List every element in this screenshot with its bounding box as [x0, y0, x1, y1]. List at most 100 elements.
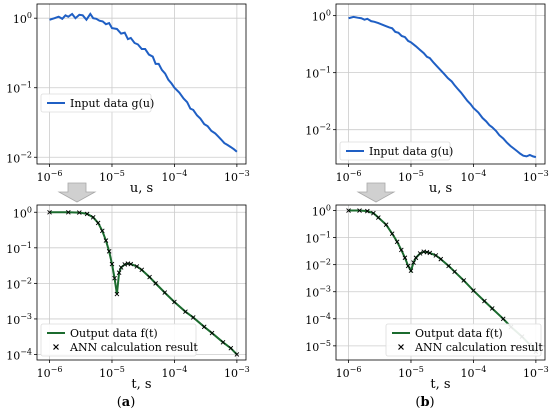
- data-point: [234, 352, 240, 357]
- y-tick-label: 10−2: [305, 258, 331, 273]
- caption-b: (b): [415, 395, 434, 410]
- legend-label: Output data f(t): [70, 327, 158, 340]
- legend-box: [339, 141, 451, 161]
- legend-label: ANN calculation result: [69, 341, 198, 354]
- y-tick-label: 10−1: [305, 231, 331, 246]
- y-tick-label: 10−5: [305, 339, 331, 354]
- data-point: [183, 309, 188, 314]
- data-point: [228, 345, 234, 351]
- legend-box: [385, 323, 542, 357]
- data-point: [389, 231, 395, 236]
- legend: Output data f(t)ANN calculation result: [40, 323, 198, 357]
- x-axis-label: t, s: [430, 377, 450, 392]
- chart-a-bottom: 10−6 10−5 10−4 10−3 10−4 10−3 10−2 10−1 100 t, s O…: [6, 204, 250, 392]
- axes-frame: [36, 3, 247, 165]
- x-tick-label: 10−6: [336, 169, 362, 184]
- legend: Output data f(t)ANN calculation result: [385, 323, 543, 357]
- data-point: [95, 220, 101, 226]
- y-tick-label: 10−4: [6, 347, 32, 362]
- data-point: [405, 263, 411, 269]
- down-arrow-icon: [57, 182, 97, 203]
- data-point: [84, 211, 90, 217]
- x-tick-label: 10−5: [99, 365, 125, 380]
- x-tick-label: 10−5: [398, 169, 424, 184]
- legend-marker-swatch: [398, 344, 404, 350]
- x-axis-label: t, s: [131, 377, 151, 392]
- y-tick-label: 10−2: [6, 276, 32, 291]
- data-point: [109, 261, 115, 267]
- data-point: [112, 275, 117, 281]
- data-point: [398, 247, 404, 253]
- x-tick-label: 10−5: [99, 169, 125, 184]
- data-point: [116, 270, 122, 275]
- data-point: [114, 291, 120, 297]
- data-point: [106, 248, 112, 254]
- data-point: [357, 208, 362, 213]
- data-point: [162, 290, 168, 295]
- data-point: [371, 210, 376, 216]
- data-point: [394, 239, 400, 245]
- data-point: [128, 261, 134, 267]
- data-point: [122, 262, 128, 267]
- y-tick-label: 10−2: [6, 150, 32, 165]
- y-tick-label: 100: [312, 9, 331, 24]
- data-point: [190, 315, 196, 320]
- x-tick-label: 10−6: [37, 169, 63, 184]
- data-point: [411, 260, 416, 265]
- data-point: [139, 267, 145, 273]
- data-point: [99, 228, 105, 234]
- y-tick-label: 10−1: [6, 241, 32, 256]
- x-tick-label: 10−3: [523, 365, 549, 380]
- y-tick-label: 10−2: [305, 123, 331, 138]
- data-point: [438, 256, 444, 262]
- x-tick-label: 10−4: [461, 169, 487, 184]
- chart-panels: 10−6 10−5 10−4 10−3 10−2 10−1 100 u, s Input dat…: [6, 3, 549, 392]
- data-point: [47, 209, 52, 215]
- y-tick-label: 10−3: [6, 312, 32, 327]
- data-point: [103, 238, 109, 243]
- data-point: [452, 269, 457, 274]
- x-tick-label: 10−6: [336, 365, 362, 380]
- data-point: [134, 264, 140, 269]
- legend-marker-swatch: [53, 344, 59, 350]
- x-tick-label: 10−5: [398, 365, 424, 380]
- x-tick-label: 10−4: [461, 365, 487, 380]
- data-point: [500, 316, 506, 322]
- x-tick-label: 10−6: [37, 365, 63, 380]
- data-point: [424, 249, 430, 255]
- data-point: [408, 268, 414, 273]
- legend-box: [40, 93, 152, 113]
- data-point: [209, 330, 215, 336]
- legend: Input data g(u): [339, 141, 453, 161]
- chart-a-top: 10−6 10−5 10−4 10−3 10−2 10−1 100 u, s Input dat…: [6, 3, 250, 196]
- legend-label: Output data f(t): [415, 327, 503, 340]
- series-0: [49, 12, 238, 153]
- down-arrow-icon: [356, 182, 396, 203]
- y-tick-label: 100: [13, 205, 32, 220]
- y-tick-label: 10−4: [305, 312, 331, 327]
- x-tick-label: 10−3: [224, 169, 250, 184]
- caption-a: (a): [117, 395, 136, 410]
- chart-b-top: 10−6 10−5 10−4 10−3 10−2 10−1 100 u, s Input dat…: [305, 3, 549, 196]
- series-line: [49, 12, 238, 153]
- data-point: [376, 215, 381, 220]
- x-tick-label: 10−3: [523, 169, 549, 184]
- legend-label: Input data g(u): [70, 97, 154, 110]
- data-point: [461, 278, 467, 283]
- data-point: [402, 255, 408, 261]
- legend: Input data g(u): [40, 93, 154, 113]
- x-tick-label: 10−4: [162, 169, 188, 184]
- x-tick-label: 10−4: [162, 365, 188, 380]
- y-tick-label: 100: [312, 204, 331, 219]
- series-line: [348, 15, 537, 159]
- axes-frame: [36, 204, 247, 361]
- data-point: [77, 210, 82, 215]
- data-point: [346, 208, 351, 213]
- y-tick-label: 10−3: [305, 285, 331, 300]
- legend-label: ANN calculation result: [414, 341, 543, 354]
- data-point: [433, 253, 439, 258]
- data-point: [489, 306, 495, 311]
- y-tick-label: 10−1: [305, 66, 331, 81]
- axes-frame: [335, 3, 546, 165]
